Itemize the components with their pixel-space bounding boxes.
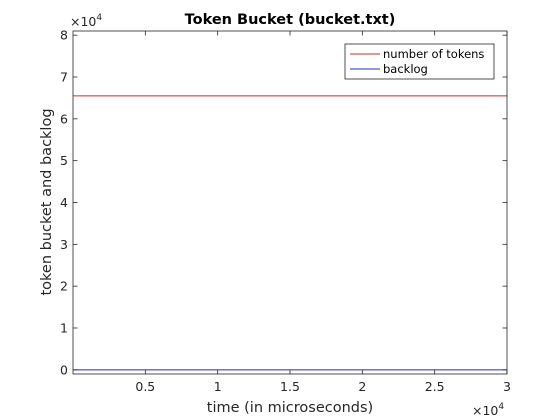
- y-axis-multiplier: ×104: [70, 13, 102, 29]
- legend-box: [344, 43, 495, 80]
- x-tick-label: 2: [358, 379, 366, 394]
- y-tick-label: 3: [60, 237, 68, 252]
- x-multiplier-exponent: 4: [498, 402, 504, 412]
- y-tick-label: 6: [60, 111, 68, 126]
- legend-label-tokens: number of tokens: [383, 47, 484, 61]
- x-tick-label: 1: [214, 379, 222, 394]
- legend: number of tokens backlog: [344, 43, 495, 80]
- legend-label-backlog: backlog: [383, 62, 428, 76]
- y-multiplier-exponent: 4: [96, 13, 102, 23]
- y-tick-label: 1: [60, 320, 68, 335]
- x-tick-label: 1.5: [280, 379, 300, 394]
- x-tick-label: 0.5: [135, 379, 155, 394]
- y-axis-label: token bucket and backlog: [39, 108, 55, 295]
- x-tick-label: 3: [503, 379, 511, 394]
- plot-area: [73, 31, 507, 374]
- y-tick-label: 2: [60, 279, 68, 294]
- ticks-layer: 0.5 1 1.5 2 2.5 3 0 1 2 3 4 5 6 7 8: [60, 28, 511, 394]
- x-axis-multiplier: ×104: [472, 402, 504, 418]
- chart-title: Token Bucket (bucket.txt): [185, 12, 396, 28]
- x-axis-label: time (in microseconds): [207, 400, 373, 416]
- x-multiplier-base: ×10: [472, 403, 498, 418]
- y-tick-label: 5: [60, 153, 68, 168]
- x-tick-label: 2.5: [425, 379, 445, 394]
- y-multiplier-base: ×10: [70, 14, 96, 29]
- y-tick-label: 7: [60, 70, 68, 85]
- y-tick-label: 0: [60, 362, 68, 377]
- y-tick-label: 4: [60, 195, 68, 210]
- y-tick-label: 8: [60, 28, 68, 43]
